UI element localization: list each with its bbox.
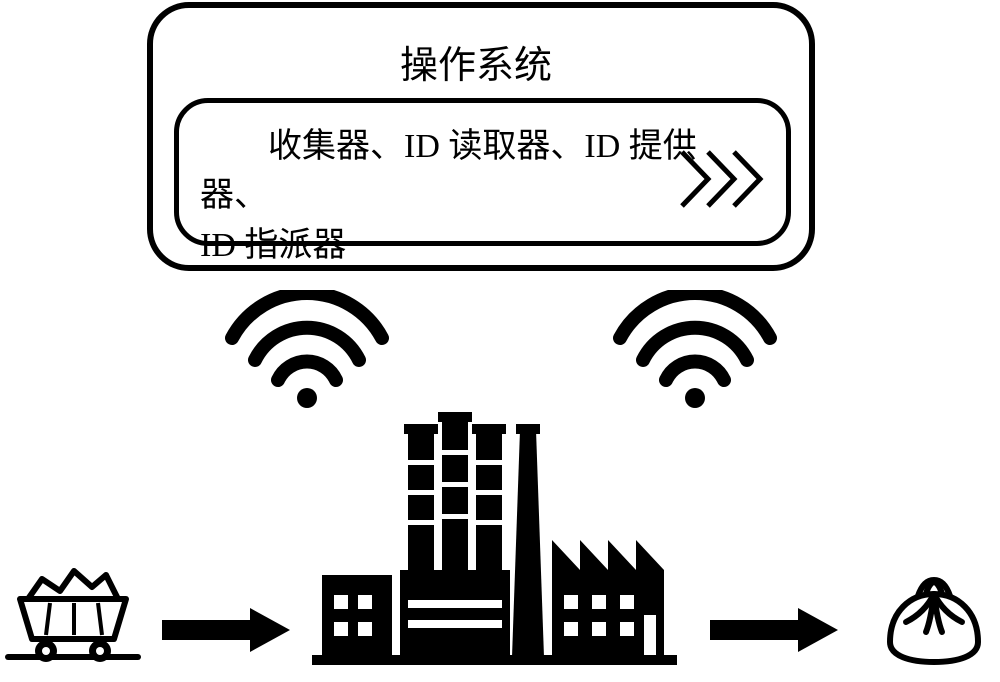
factory-icon <box>312 400 677 670</box>
diagram-canvas: 操作系统 收集器、ID 读取器、ID 提供器、 ID 指派器 <box>0 0 1000 682</box>
bun-icon <box>878 572 990 673</box>
wifi-left-icon <box>222 290 392 415</box>
mine-cart-icon <box>2 565 142 672</box>
modules-line1: 收集器、ID 读取器、ID 提供器、 <box>200 128 697 214</box>
arrow-out-icon <box>710 608 838 657</box>
chevrons-icon <box>678 150 774 208</box>
modules-line2: ID 指派器 <box>200 227 346 264</box>
arrow-in-icon <box>162 608 290 657</box>
modules-text: 收集器、ID 读取器、ID 提供器、 ID 指派器 <box>200 122 760 270</box>
wifi-right-icon <box>610 290 780 415</box>
os-title: 操作系统 <box>400 34 552 89</box>
